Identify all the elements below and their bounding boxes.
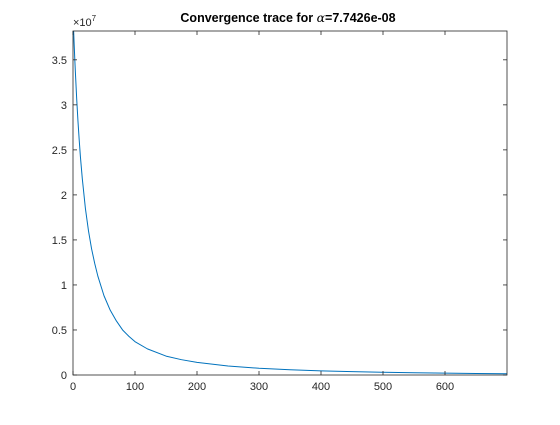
x-tick-label: 200 [188, 381, 206, 393]
chart-title-prefix: Convergence trace for [180, 11, 316, 25]
y-tick-label: 0 [61, 370, 67, 382]
y-exponent-power: 7 [92, 14, 97, 23]
y-tick-label: 0.5 [52, 325, 67, 337]
x-tick-label: 400 [312, 381, 330, 393]
axes-box [72, 30, 508, 376]
y-tick-label: 2 [61, 190, 67, 202]
x-tick-label: 100 [126, 381, 144, 393]
x-tick-label: 300 [250, 381, 268, 393]
plot-area: 0 100 200 300 400 500 600 0 0.5 1 1.5 2 2.5 3 3.5 ×107 [52, 14, 508, 393]
y-tick-label: 2.5 [52, 145, 67, 157]
y-tick-label: 3 [61, 100, 67, 112]
x-tick-label: 0 [70, 381, 76, 393]
y-tick-label: 1.5 [52, 235, 67, 247]
y-exponent-label: ×107 [73, 14, 97, 29]
x-tick-label: 600 [436, 381, 454, 393]
chart-title: Convergence trace for α=7.7426e-08 [180, 10, 395, 25]
y-tick-label: 3.5 [52, 55, 67, 67]
chart-title-alpha-symbol: α [317, 10, 326, 25]
series-line [73, 30, 508, 375]
y-tick-label: 1 [61, 280, 67, 292]
chart-title-suffix: =7.7426e-08 [325, 11, 396, 25]
x-tick-label: 500 [374, 381, 392, 393]
axes-background [73, 31, 507, 375]
y-exponent-base: ×10 [73, 17, 92, 29]
